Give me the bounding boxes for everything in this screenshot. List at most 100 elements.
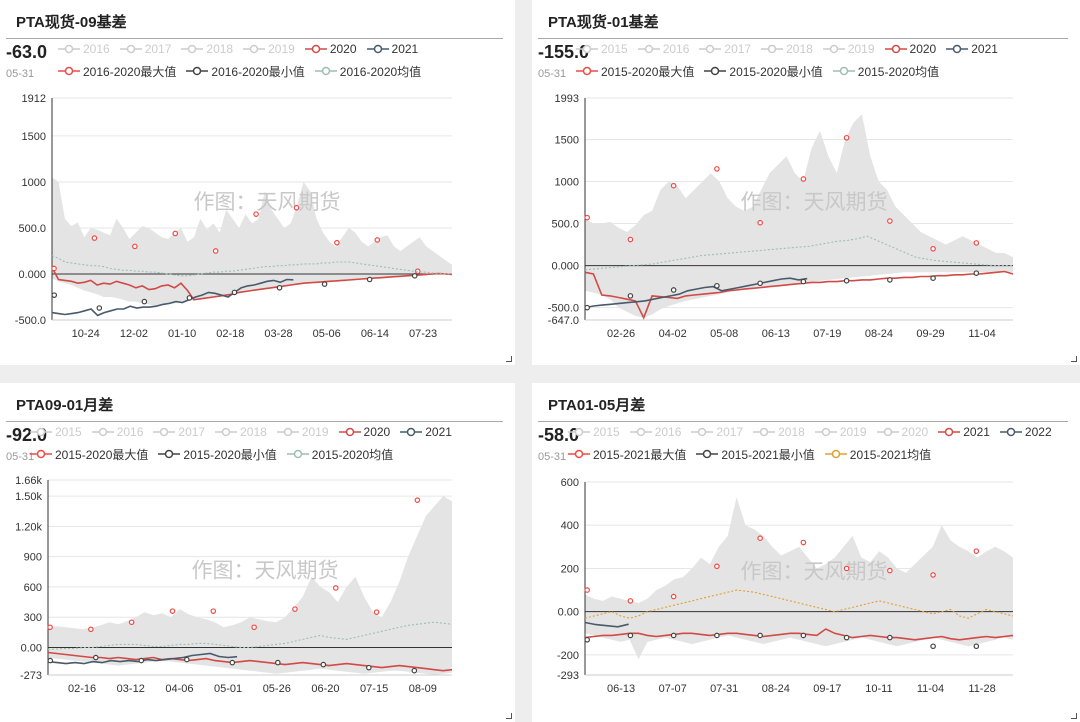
series-2015-2020最小值: [47, 654, 418, 674]
x-tick-label: 07-31: [710, 683, 738, 695]
x-tick-label: 12-02: [120, 328, 148, 340]
y-tick-label: 200: [561, 563, 579, 575]
legend-item-6[interactable]: 2021: [938, 423, 990, 441]
legend-label: 2019: [847, 42, 875, 56]
legend-line-circle-icon: [691, 427, 714, 437]
range-band: [585, 114, 1013, 318]
y-tick-label: 1.50k: [15, 491, 42, 503]
y-tick-label: -500.0: [548, 303, 579, 315]
y-tick-label: 500.0: [551, 219, 579, 231]
legend-item-2[interactable]: 2017: [691, 423, 743, 441]
legend-item-0[interactable]: 2015: [576, 40, 628, 58]
legend-item-8[interactable]: 2015-2020最小值: [158, 445, 277, 463]
legend-item-6[interactable]: 2021: [400, 423, 452, 441]
legend-label: 2017: [724, 42, 752, 56]
legend-label: 2020: [329, 42, 357, 56]
legend-item-8[interactable]: 2016-2020均值: [314, 62, 421, 80]
x-tick-label: 02-18: [216, 328, 244, 340]
legend-item-4[interactable]: 2019: [814, 423, 867, 441]
resize-handle[interactable]: [1071, 713, 1077, 719]
marker-point: [757, 535, 763, 541]
legend-item-4[interactable]: 2019: [276, 423, 329, 441]
legend-item-0[interactable]: 2016: [58, 40, 110, 58]
legend-line-circle-icon: [215, 427, 238, 437]
legend-item-5[interactable]: 2020: [884, 40, 937, 58]
current-date: 05-31: [6, 68, 35, 80]
marker-point: [183, 656, 190, 663]
legend-item-8[interactable]: 2015-2021最大值: [568, 445, 686, 463]
legend-item-9[interactable]: 2015-2020均值: [832, 62, 939, 80]
legend-line-circle-icon: [832, 66, 855, 76]
legend-label: 2019: [268, 42, 295, 56]
x-tick-label: 03-12: [117, 683, 145, 695]
legend-item-1[interactable]: 2016: [637, 40, 689, 58]
legend-item-4[interactable]: 2020: [304, 40, 357, 58]
legend-line-circle-icon: [153, 427, 176, 437]
legend-item-5[interactable]: 2020: [876, 423, 928, 441]
legend-item-2[interactable]: 2018: [181, 40, 233, 58]
series-line: [51, 278, 294, 317]
series-2021: [584, 277, 808, 309]
y-tick-label: 1000: [22, 177, 46, 189]
legend-item-1[interactable]: 2016: [629, 423, 681, 441]
legend-line-circle-icon: [58, 66, 80, 76]
legend-line-circle-icon: [576, 44, 598, 54]
legend-line-circle-icon: [814, 427, 837, 437]
x-tick-label: 07-19: [813, 328, 841, 340]
legend-item-1[interactable]: 2017: [119, 40, 171, 58]
legend-item-3[interactable]: 2018: [761, 40, 813, 58]
legend-item-4[interactable]: 2019: [822, 40, 875, 58]
legend-item-7[interactable]: 2016-2020最小值: [186, 62, 305, 80]
legend-item-8[interactable]: 2015-2020最小值: [704, 62, 823, 80]
chart-panel-pta-spot-01-basis: 1993 1500 1000 500.0 0.000 -500.0 -647.0 02-26 0…: [532, 0, 1080, 365]
marker-point: [374, 237, 381, 243]
legend-item-5[interactable]: 2021: [366, 40, 418, 58]
legend-item-6[interactable]: 2016-2020最大值: [58, 62, 176, 80]
legend-item-5[interactable]: 2020: [338, 423, 390, 441]
resize-handle[interactable]: [1071, 356, 1077, 362]
legend-item-3[interactable]: 2019: [243, 40, 295, 58]
legend-label: 2020: [909, 42, 937, 56]
legend-item-6[interactable]: 2021: [946, 40, 998, 58]
marker-point: [276, 284, 283, 291]
legend-item-1[interactable]: 2016: [91, 423, 143, 441]
marker-point: [332, 585, 339, 591]
legend-item-7[interactable]: 2022: [999, 423, 1052, 441]
marker-point: [584, 636, 590, 643]
legend-item-9[interactable]: 2015-2021最小值: [696, 445, 815, 463]
series-line: [51, 267, 453, 301]
series-2015-2020最大值: [47, 497, 421, 633]
legend-item-2[interactable]: 2017: [699, 40, 751, 58]
resize-handle[interactable]: [506, 713, 512, 719]
legend-item-9[interactable]: 2015-2020均值: [286, 445, 393, 463]
marker-point: [366, 276, 373, 283]
legend-item-7[interactable]: 2015-2020最大值: [576, 62, 694, 80]
marker-point: [800, 632, 807, 639]
resize-handle[interactable]: [506, 356, 512, 362]
y-tick-label: 300: [24, 612, 42, 624]
legend-item-0[interactable]: 2015: [30, 423, 82, 441]
current-value: -92.0: [6, 425, 48, 445]
legend-item-10[interactable]: 2015-2021均值: [824, 445, 931, 463]
marker-point: [627, 632, 634, 639]
y-tick-label: 0.000: [18, 269, 46, 281]
legend-label: 2015-2020最大值: [55, 447, 149, 462]
legend-label: 2015-2021最大值: [593, 447, 687, 462]
legend-item-7[interactable]: 2015-2020最大值: [30, 445, 148, 463]
legend-item-2[interactable]: 2017: [153, 423, 205, 441]
range-band: [585, 497, 1013, 660]
legend-label: 2022: [1024, 425, 1052, 439]
legend-item-3[interactable]: 2018: [753, 423, 805, 441]
marker-point: [366, 664, 372, 671]
legend-line-circle-icon: [704, 66, 727, 76]
x-tick-label: 05-01: [214, 683, 242, 695]
marker-point: [887, 567, 893, 574]
current-date: 05-31: [6, 451, 35, 463]
legend-item-0[interactable]: 2015: [568, 423, 620, 441]
y-tick-label: -293: [557, 670, 579, 682]
marker-point: [231, 289, 238, 296]
legend-line-circle-icon: [243, 44, 266, 54]
y-tick-label: 600: [24, 582, 42, 594]
marker-point: [887, 277, 893, 283]
legend-item-3[interactable]: 2018: [215, 423, 267, 441]
